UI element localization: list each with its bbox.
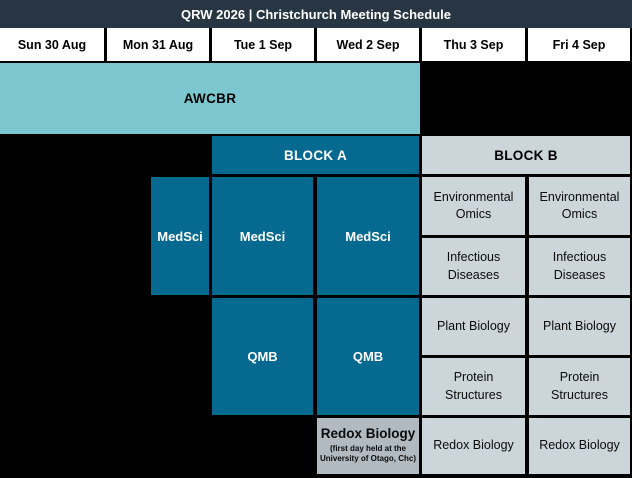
session-label: Plant Biology	[437, 318, 510, 333]
day-header-sun-30-aug: Sun 30 Aug	[0, 28, 104, 61]
schedule-title: QRW 2026 | Christchurch Meeting Schedule	[181, 6, 451, 22]
day-header-label: Tue 1 Sep	[233, 37, 293, 52]
day-header-thu-3-sep: Thu 3 Sep	[422, 28, 525, 61]
session-thu-plant-biology: Plant Biology	[422, 298, 525, 355]
day-header-label: Fri 4 Sep	[552, 37, 606, 52]
day-header-wed-2-sep: Wed 2 Sep	[317, 28, 419, 61]
redox-biology-wed-cell: Redox Biology (first day held at the Uni…	[317, 418, 419, 474]
day-header-fri-4-sep: Fri 4 Sep	[528, 28, 630, 61]
session-label: Redox Biology	[433, 438, 514, 453]
day-header-mon-31-aug: Mon 31 Aug	[107, 28, 209, 61]
day-header-label: Mon 31 Aug	[122, 37, 194, 52]
schedule-title-bar: QRW 2026 | Christchurch Meeting Schedule	[0, 0, 632, 28]
session-label: Protein Structures	[445, 370, 502, 402]
venue-note-line2: University of Otago, Chc)	[319, 454, 416, 464]
medsci-label: MedSci	[157, 228, 203, 244]
session-label: Environmental Omics	[539, 189, 620, 222]
medsci-tue-cell: MedSci	[212, 177, 313, 295]
day-header-tue-1-sep: Tue 1 Sep	[212, 28, 314, 61]
session-thu-infectious-diseases: Infectious Diseases	[422, 238, 525, 295]
session-thu-environmental-omics: Environmental Omics	[422, 177, 525, 235]
awcbr-label: AWCBR	[183, 91, 237, 106]
block-b-label: BLOCK B	[494, 147, 558, 163]
day-header-label: Thu 3 Sep	[443, 37, 504, 52]
session-fri-environmental-omics: Environmental Omics	[529, 177, 630, 235]
qmb-label: QMB	[352, 349, 384, 364]
session-label: Plant Biology	[543, 318, 616, 333]
medsci-label: MedSci	[345, 228, 391, 244]
session-fri-redox-biology: Redox Biology	[529, 418, 630, 474]
medsci-mon-half-day-cell: MedSci	[151, 177, 209, 295]
awcbr-event-cell: AWCBR	[0, 63, 420, 134]
day-header-label: Sun 30 Aug	[17, 37, 87, 52]
session-label: Redox Biology	[539, 438, 620, 453]
qmb-wed-cell: QMB	[317, 298, 419, 415]
session-label: Infectious Diseases	[446, 250, 501, 282]
block-b-header-cell: BLOCK B	[422, 136, 630, 174]
medsci-label: MedSci	[239, 228, 286, 244]
session-thu-protein-structures: Protein Structures	[422, 358, 525, 415]
medsci-wed-cell: MedSci	[317, 177, 419, 295]
redox-biology-label: Redox Biology	[320, 426, 416, 442]
session-fri-protein-structures: Protein Structures	[529, 358, 630, 415]
session-label: Infectious Diseases	[552, 250, 607, 282]
qmb-label: QMB	[247, 349, 278, 364]
block-a-header-cell: BLOCK A	[212, 136, 419, 174]
session-label: Protein Structures	[551, 370, 608, 402]
session-label: Environmental Omics	[433, 189, 514, 222]
day-header-label: Wed 2 Sep	[336, 37, 400, 52]
session-fri-infectious-diseases: Infectious Diseases	[529, 238, 630, 295]
redox-biology-venue-note: (first day held at the University of Ota…	[320, 444, 416, 465]
session-thu-redox-biology: Redox Biology	[422, 418, 525, 474]
block-a-label: BLOCK A	[283, 147, 348, 163]
session-fri-plant-biology: Plant Biology	[529, 298, 630, 355]
qmb-tue-cell: QMB	[212, 298, 313, 415]
venue-note-line1: (first day held at the	[329, 444, 406, 454]
